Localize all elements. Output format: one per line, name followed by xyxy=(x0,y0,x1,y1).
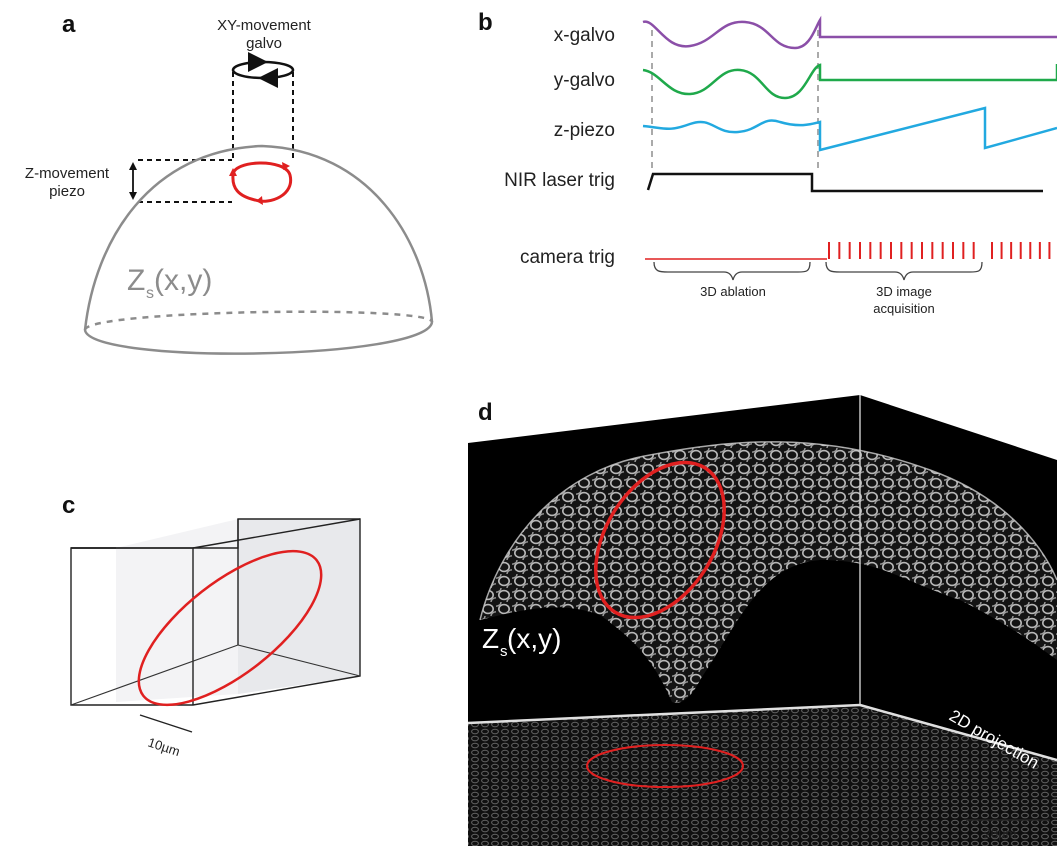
brace-ablation xyxy=(653,261,811,281)
floor-projection xyxy=(468,705,1057,846)
svg-text:(x,y): (x,y) xyxy=(154,264,212,297)
trace-nir-laser xyxy=(646,172,1043,193)
trace-y-galvo xyxy=(642,63,1057,100)
scale-label-d: 20µm xyxy=(984,826,1017,841)
signal-label-z-piezo: z-piezo xyxy=(554,120,615,141)
piezo-label: piezo xyxy=(49,183,85,200)
brace-acquisition xyxy=(825,261,983,281)
phase-acquisition-label-1: 3D image xyxy=(876,284,932,299)
cell-surface-3d xyxy=(480,441,1057,703)
ablation-ellipse-projection xyxy=(586,744,744,788)
dome-surface xyxy=(83,144,434,331)
svg-text:Z: Z xyxy=(127,264,145,297)
signal-label-x-galvo: x-galvo xyxy=(554,25,615,46)
surface-label-d: Z s (x,y) xyxy=(482,623,561,660)
reference-box xyxy=(70,518,361,706)
panel-c: c 10µm xyxy=(62,492,361,759)
svg-text:s: s xyxy=(146,285,154,302)
phase-acquisition-label-2: acquisition xyxy=(873,301,934,316)
surface-label-a: Z s (x,y) xyxy=(127,264,212,302)
panel-a-letter: a xyxy=(62,11,76,38)
ablation-ellipse-3d xyxy=(137,549,323,707)
xy-movement-label: XY-movement xyxy=(217,17,311,34)
panel-a: a XY-movement galvo Z-movement piezo xyxy=(25,11,434,355)
svg-text:s: s xyxy=(500,643,508,660)
scale-bar-c xyxy=(139,714,193,733)
ablation-ellipse-surface xyxy=(594,460,726,620)
ablation-loop xyxy=(229,161,293,205)
phase-ablation-label: 3D ablation xyxy=(700,284,766,299)
signal-label-y-galvo: y-galvo xyxy=(554,70,615,91)
signal-label-nir-laser: NIR laser trig xyxy=(504,170,615,191)
z-movement-label: Z-movement xyxy=(25,165,110,182)
svg-text:Z: Z xyxy=(482,623,499,654)
panel-d-letter: d xyxy=(478,399,493,426)
panel-b-letter: b xyxy=(478,9,493,36)
scale-label-c: 10µm xyxy=(146,735,182,759)
trace-x-galvo xyxy=(642,15,1057,50)
panel-d: d Z s (x,y) 2D projection 20µm xyxy=(467,395,1057,846)
svg-text:(x,y): (x,y) xyxy=(507,623,561,654)
galvo-label: galvo xyxy=(246,35,282,52)
camera-trigger-pulses xyxy=(828,242,1051,259)
panel-b: b x-galvo y-galvo z-piezo NIR laser trig… xyxy=(478,9,1057,316)
signal-label-camera: camera trig xyxy=(520,247,615,268)
panel-c-letter: c xyxy=(62,492,75,519)
trace-z-piezo xyxy=(642,106,1057,152)
galvo-rotation-icon xyxy=(231,52,295,88)
